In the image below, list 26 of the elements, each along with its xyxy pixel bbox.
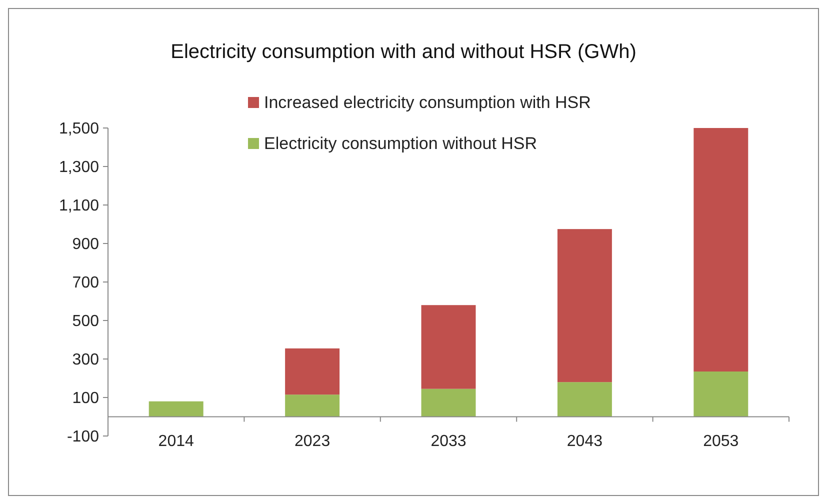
y-tick-label: -100 bbox=[66, 428, 100, 446]
legend-label: Increased electricity consumption with HSR bbox=[264, 93, 591, 112]
y-tick-label: 300 bbox=[72, 352, 100, 369]
x-tick-label: 2023 bbox=[294, 433, 330, 450]
bar bbox=[694, 128, 748, 372]
y-tick-label: 100 bbox=[72, 390, 100, 408]
bar bbox=[557, 229, 612, 382]
bar bbox=[148, 401, 204, 417]
bar bbox=[694, 372, 748, 417]
x-tick-label: 2053 bbox=[703, 433, 739, 450]
x-tick-label: 2033 bbox=[430, 433, 466, 450]
y-tick-label: 500 bbox=[72, 313, 100, 330]
y-tick-label: 1,300 bbox=[58, 159, 100, 176]
y-tick-label: 900 bbox=[72, 236, 100, 254]
x-tick-label: 2043 bbox=[566, 433, 603, 450]
bar bbox=[285, 348, 340, 395]
y-tick-label: 1,500 bbox=[58, 120, 100, 138]
legend-label: Electricity consumption without HSR bbox=[264, 134, 538, 153]
bar bbox=[557, 382, 612, 417]
bar bbox=[421, 305, 476, 389]
bar bbox=[421, 388, 476, 417]
chart-title: Electricity consumption with and without HSR (GWh) bbox=[170, 41, 636, 63]
y-tick-label: 1,100 bbox=[58, 198, 100, 215]
x-tick-label: 2014 bbox=[158, 433, 194, 450]
bar bbox=[285, 394, 340, 417]
y-tick-label: 700 bbox=[72, 274, 100, 292]
